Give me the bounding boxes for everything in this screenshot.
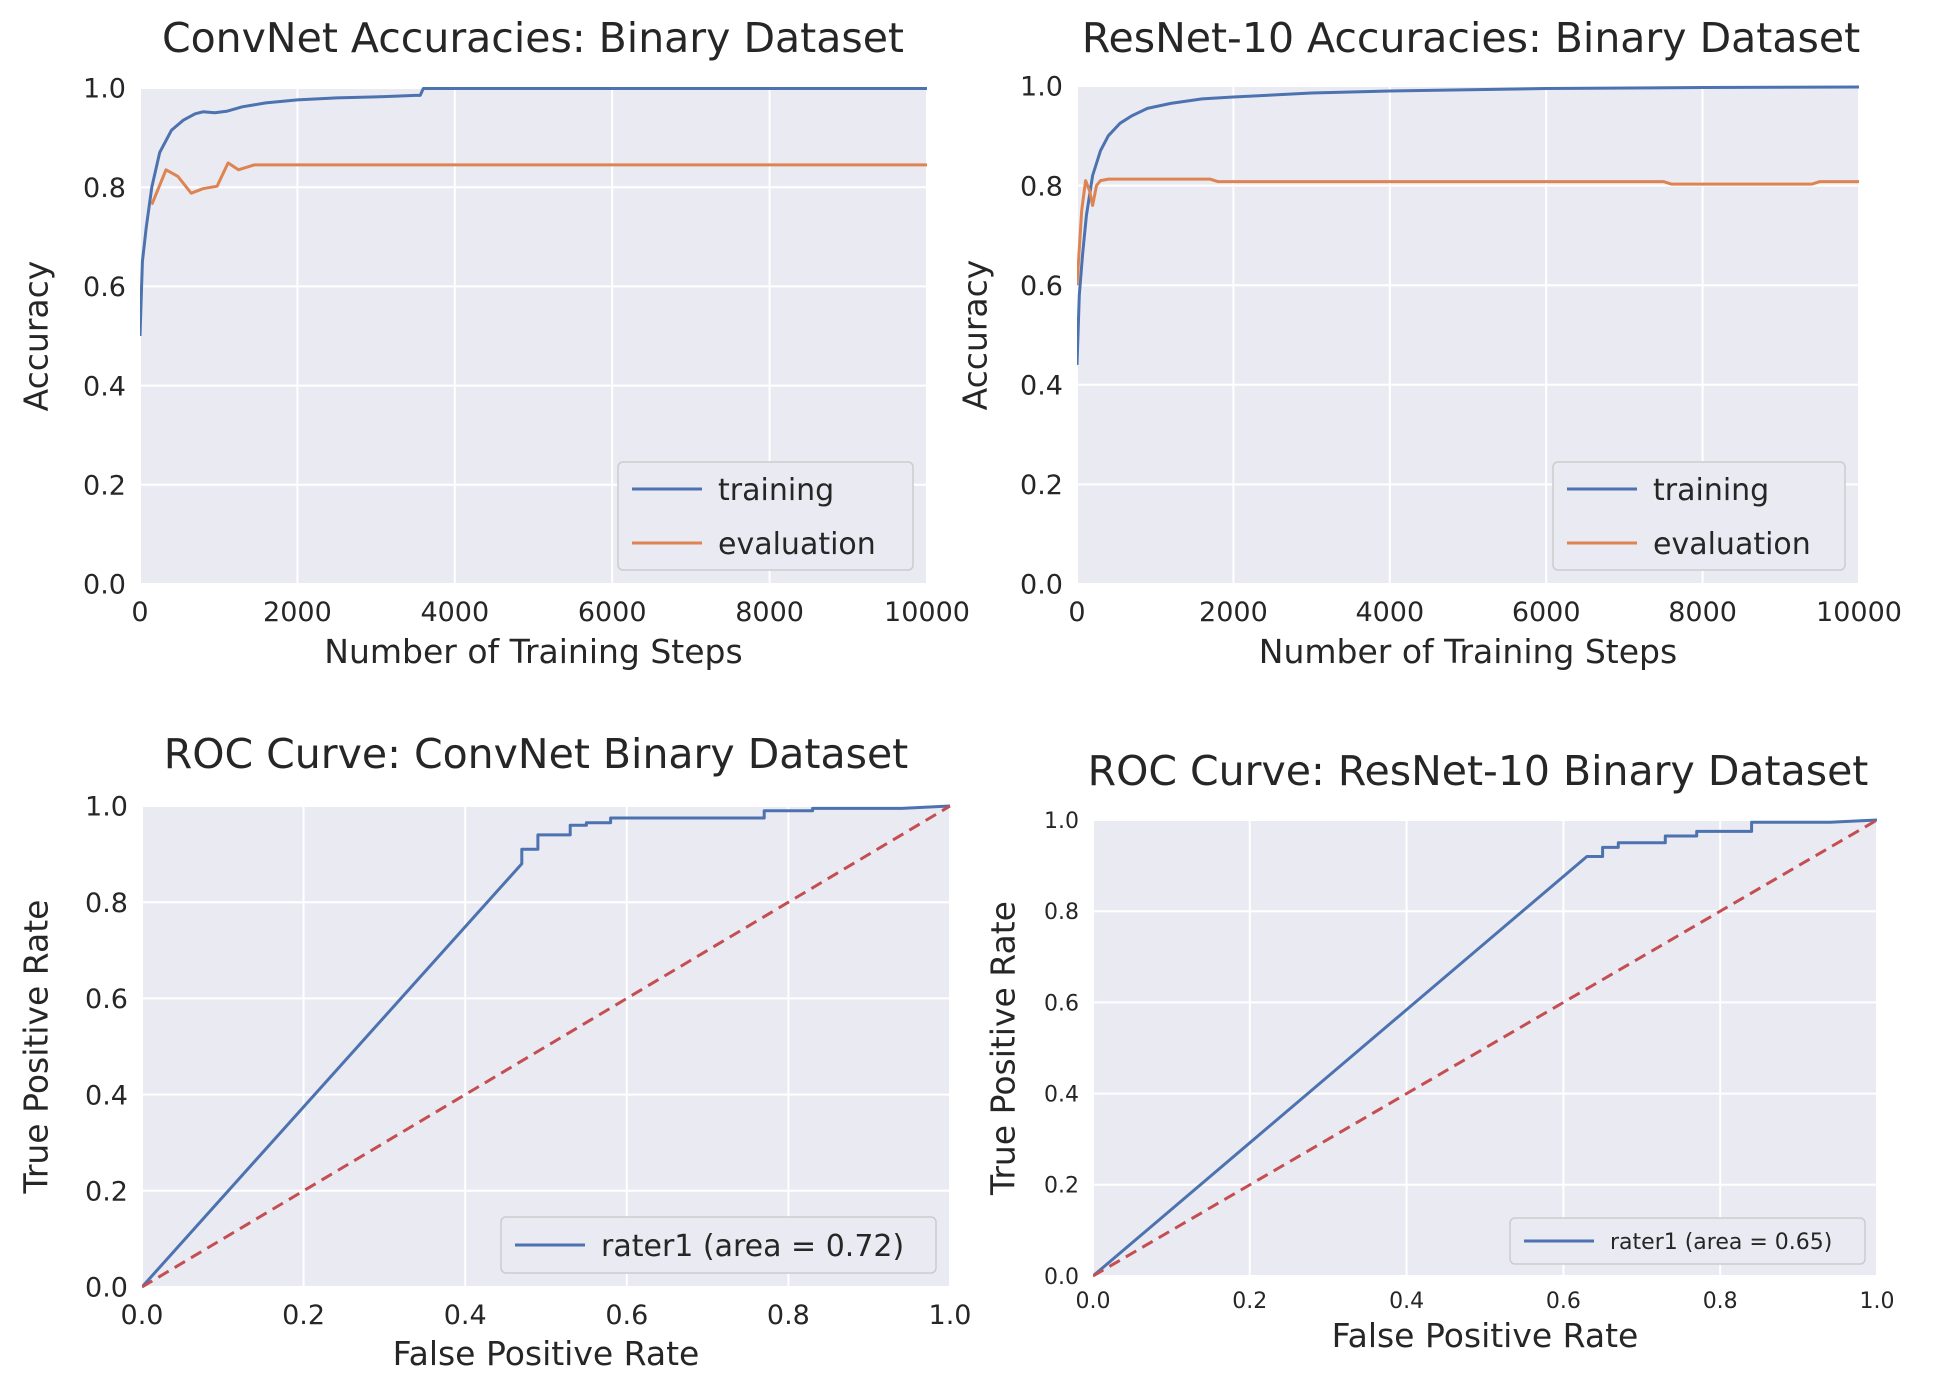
chart-title: ROC Curve: ResNet-10 Binary Dataset bbox=[1088, 747, 1869, 795]
legend-entry-label: evaluation bbox=[718, 527, 876, 562]
y-tick-label: 0.0 bbox=[1020, 570, 1063, 601]
x-tick-label: 0 bbox=[1068, 597, 1085, 628]
y-tick-label: 0.4 bbox=[83, 371, 126, 402]
evaluation-series-line bbox=[150, 161, 927, 206]
y-tick-label: 0.2 bbox=[85, 1177, 128, 1208]
y-axis-label: True Positive Rate bbox=[17, 900, 56, 1195]
x-tick-label: 0.0 bbox=[1076, 1289, 1111, 1314]
x-tick-label: 8000 bbox=[735, 597, 804, 628]
legend bbox=[500, 1216, 937, 1274]
y-tick-label: 0.8 bbox=[1044, 900, 1079, 925]
x-tick-label: 0.6 bbox=[1546, 1289, 1581, 1314]
training-series-line bbox=[140, 87, 927, 337]
resnet-accuracy-chart: 0 2000 4000 6000 8000 10000 0.0 0.2 0.4 0.6 0.8 1.0… bbox=[956, 14, 1902, 671]
chart-title: ResNet-10 Accuracies: Binary Dataset bbox=[1082, 14, 1860, 62]
x-axis-label: False Positive Rate bbox=[1332, 1316, 1639, 1355]
legend bbox=[1509, 1217, 1866, 1265]
training-series-line bbox=[1077, 85, 1860, 365]
y-tick-label: 0.0 bbox=[85, 1273, 128, 1304]
x-axis-label: Number of Training Steps bbox=[324, 632, 742, 671]
evaluation-series-line bbox=[1077, 177, 1859, 286]
chance-diagonal-line bbox=[142, 804, 951, 1289]
rater1-series-line bbox=[1093, 818, 1878, 1278]
y-axis-label: Accuracy bbox=[17, 261, 56, 412]
y-tick-label: 1.0 bbox=[1044, 809, 1079, 834]
y-tick-label: 0.4 bbox=[1044, 1083, 1079, 1108]
x-axis-label: Number of Training Steps bbox=[1259, 632, 1677, 671]
x-tick-label: 0.2 bbox=[1232, 1289, 1267, 1314]
resnet-roc-chart: 0.0 0.2 0.4 0.6 0.8 1.0 0.0 0.2 0.4 0.6 0.8 1.0 ROC … bbox=[984, 747, 1895, 1355]
x-tick-label: 0.6 bbox=[605, 1300, 648, 1331]
y-axis-label: Accuracy bbox=[956, 260, 995, 411]
y-tick-label: 0.4 bbox=[85, 1080, 128, 1111]
x-tick-label: 0.4 bbox=[444, 1300, 487, 1331]
y-tick-label: 0.8 bbox=[1020, 171, 1063, 202]
y-tick-label: 0.6 bbox=[1044, 991, 1079, 1016]
y-tick-label: 0.2 bbox=[1020, 470, 1063, 501]
x-tick-label: 0.8 bbox=[767, 1300, 810, 1331]
legend-entry-label: rater1 (area = 0.72) bbox=[601, 1229, 904, 1264]
y-tick-label: 0.4 bbox=[1020, 371, 1063, 402]
x-axis-label: False Positive Rate bbox=[393, 1334, 700, 1373]
x-tick-label: 8000 bbox=[1668, 597, 1737, 628]
x-tick-label: 6000 bbox=[1512, 597, 1581, 628]
x-tick-label: 4000 bbox=[1355, 597, 1424, 628]
x-tick-label: 2000 bbox=[263, 597, 332, 628]
y-tick-label: 0.2 bbox=[83, 471, 126, 502]
y-tick-label: 1.0 bbox=[1020, 72, 1063, 103]
y-tick-label: 0.0 bbox=[83, 570, 126, 601]
legend-entry-label: evaluation bbox=[1653, 527, 1811, 562]
x-tick-label: 1.0 bbox=[929, 1300, 972, 1331]
y-tick-label: 1.0 bbox=[85, 792, 128, 823]
y-tick-label: 0.6 bbox=[1020, 271, 1063, 302]
legend-entry-label: rater1 (area = 0.65) bbox=[1610, 1230, 1832, 1255]
y-tick-label: 0.8 bbox=[83, 173, 126, 204]
rater1-series-line bbox=[142, 804, 951, 1289]
y-tick-label: 1.0 bbox=[83, 74, 126, 105]
y-tick-label: 0.6 bbox=[85, 984, 128, 1015]
x-tick-label: 2000 bbox=[1199, 597, 1268, 628]
x-tick-label: 0 bbox=[131, 597, 148, 628]
chart-title: ROC Curve: ConvNet Binary Dataset bbox=[164, 730, 909, 778]
y-tick-label: 0.8 bbox=[85, 888, 128, 919]
convnet-accuracy-chart: 0 2000 4000 6000 8000 10000 0.0 0.2 0.4 0.6 0.8 1.0… bbox=[17, 14, 970, 671]
y-tick-label: 0.2 bbox=[1044, 1174, 1079, 1199]
plot-area bbox=[1093, 820, 1877, 1276]
convnet-roc-chart: 0.0 0.2 0.4 0.6 0.8 1.0 0.0 0.2 0.4 0.6 0.8 1.0 ROC … bbox=[17, 730, 972, 1373]
x-tick-label: 0.0 bbox=[121, 1300, 164, 1331]
x-tick-label: 6000 bbox=[578, 597, 647, 628]
x-tick-label: 0.4 bbox=[1389, 1289, 1424, 1314]
chart-title: ConvNet Accuracies: Binary Dataset bbox=[162, 14, 904, 62]
x-tick-label: 4000 bbox=[420, 597, 489, 628]
x-tick-label: 10000 bbox=[884, 597, 970, 628]
y-tick-label: 0.6 bbox=[83, 272, 126, 303]
y-axis-label: True Positive Rate bbox=[984, 901, 1023, 1196]
y-tick-label: 0.0 bbox=[1044, 1265, 1079, 1290]
x-tick-label: 1.0 bbox=[1860, 1289, 1895, 1314]
legend-entry-label: training bbox=[718, 473, 834, 508]
x-tick-label: 0.8 bbox=[1703, 1289, 1738, 1314]
legend-entry-label: training bbox=[1653, 473, 1769, 508]
x-tick-label: 0.2 bbox=[282, 1300, 325, 1331]
x-tick-label: 10000 bbox=[1816, 597, 1902, 628]
